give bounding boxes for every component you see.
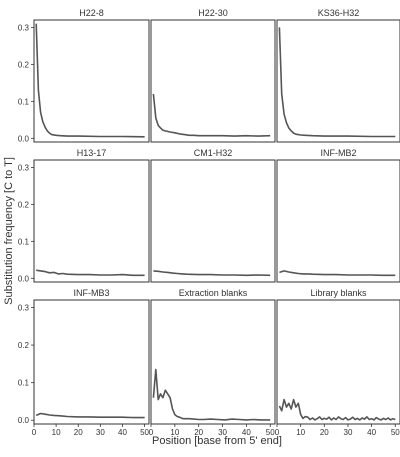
panel-border <box>33 159 150 283</box>
x-tick-label: 30 <box>344 428 353 437</box>
x-tick-label: 40 <box>242 428 251 437</box>
y-tick-label: 0.1 <box>18 237 30 246</box>
series-line <box>278 27 396 138</box>
y-tick-label: 0.1 <box>18 97 30 106</box>
x-tick-label: 20 <box>194 428 203 437</box>
series-line <box>152 368 271 421</box>
facet-title: H22-8 <box>79 8 104 18</box>
facet-title: H13-17 <box>77 148 107 158</box>
panel-border <box>33 19 150 143</box>
facet-title: Extraction blanks <box>179 288 248 298</box>
facet-title: Library blanks <box>310 288 367 298</box>
panel-border <box>150 299 276 425</box>
facet-panel: INF-MB3 0.0 0.1 0.2 0.3 0 10 20 30 40 50 <box>18 288 150 437</box>
x-tick-label: 0 <box>275 428 280 437</box>
y-tick-label: 0.0 <box>18 416 30 425</box>
x-tick-label: 0 <box>32 428 37 437</box>
y-tick-label: 0.0 <box>18 134 30 143</box>
x-tick-label: 50 <box>140 428 149 437</box>
x-tick-label: 30 <box>218 428 227 437</box>
x-tick-label: 40 <box>118 428 127 437</box>
x-axis-title: Position [base from 5' end] <box>152 435 282 447</box>
facet-panel: H13-17 0.0 0.1 0.2 0.3 <box>18 148 150 283</box>
x-tick-label: 40 <box>367 428 376 437</box>
series-line <box>279 270 396 277</box>
panel-border <box>276 159 400 283</box>
y-tick-label: 0.0 <box>18 274 30 283</box>
series-line <box>152 93 271 137</box>
series-line <box>153 270 271 277</box>
y-tick-label: 0.2 <box>18 200 30 209</box>
facet-panel: KS36-H32 <box>276 8 400 143</box>
x-tick-label: 50 <box>266 428 275 437</box>
facet-panel: CM1-H32 <box>150 148 276 283</box>
panel-border <box>150 19 276 143</box>
facet-panel: INF-MB2 <box>276 148 400 283</box>
x-tick-label: 10 <box>52 428 61 437</box>
x-tick-label: 50 <box>391 428 400 437</box>
x-tick-label: 30 <box>96 428 105 437</box>
panel-border <box>150 159 276 283</box>
facet-panel: Library blanks 0 10 20 30 40 50 <box>275 288 400 437</box>
y-tick-label: 0.3 <box>18 304 30 313</box>
y-tick-label: 0.2 <box>18 60 30 69</box>
x-tick-label: 10 <box>170 428 179 437</box>
x-tick-label: 0 <box>149 428 154 437</box>
series-line <box>36 269 145 277</box>
facet-title: KS36-H32 <box>318 8 360 18</box>
y-tick-label: 0.2 <box>18 341 30 350</box>
panels-layer: H22-8 0.0 0.1 0.2 0.3 H22-30 KS36-H32 H13-17 0.0… <box>18 8 400 437</box>
panel-border <box>276 299 400 425</box>
facet-panel: H22-30 <box>150 8 276 143</box>
facet-panel: H22-8 0.0 0.1 0.2 0.3 <box>18 8 150 143</box>
series-line <box>278 398 396 421</box>
x-tick-label: 20 <box>320 428 329 437</box>
y-axis-title: Substitution frequency [C to T] <box>3 157 15 305</box>
facet-title: INF-MB3 <box>74 288 110 298</box>
facet-title: CM1-H32 <box>194 148 233 158</box>
x-tick-label: 10 <box>296 428 305 437</box>
panel-border <box>33 299 150 425</box>
facet-panel: Extraction blanks 0 10 20 30 40 50 <box>149 288 276 437</box>
facet-title: INF-MB2 <box>321 148 357 158</box>
y-tick-label: 0.3 <box>18 163 30 172</box>
x-tick-label: 20 <box>74 428 83 437</box>
series-line <box>35 412 145 419</box>
series-line <box>35 23 145 138</box>
y-tick-label: 0.3 <box>18 23 30 32</box>
facet-title: H22-30 <box>198 8 228 18</box>
y-tick-label: 0.1 <box>18 379 30 388</box>
panel-border <box>276 19 400 143</box>
